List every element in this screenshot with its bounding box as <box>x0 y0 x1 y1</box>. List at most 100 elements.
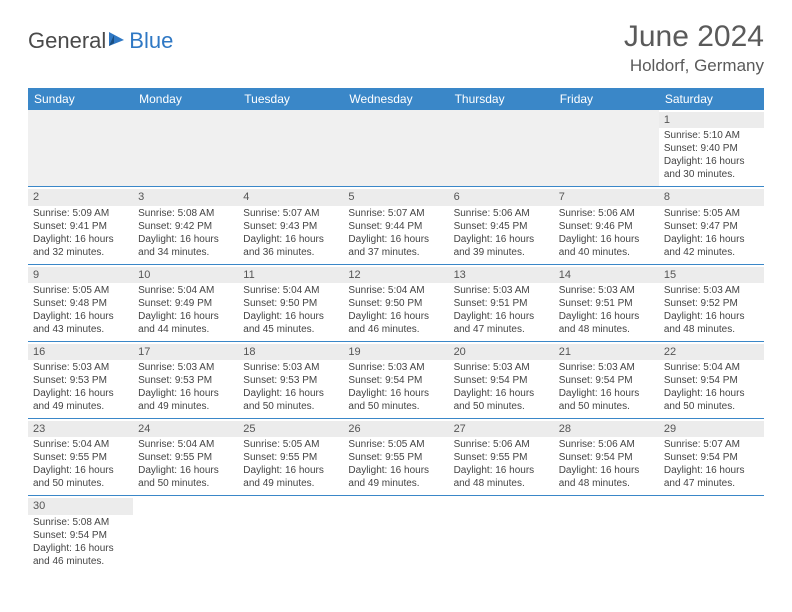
calendar-day-cell: 6Sunrise: 5:06 AMSunset: 9:45 PMDaylight… <box>449 187 554 264</box>
day-info-line: Daylight: 16 hours <box>138 387 233 400</box>
day-info-line: Sunset: 9:54 PM <box>559 374 654 387</box>
day-number: 10 <box>133 267 238 283</box>
brand-part1: General <box>28 28 106 54</box>
calendar-day-cell: 24Sunrise: 5:04 AMSunset: 9:55 PMDayligh… <box>133 419 238 496</box>
calendar-day-cell: 28Sunrise: 5:06 AMSunset: 9:54 PMDayligh… <box>554 419 659 496</box>
day-info-line: Daylight: 16 hours <box>348 387 443 400</box>
calendar-blank-cell <box>133 496 238 573</box>
calendar-blank-cell <box>449 110 554 187</box>
day-info-line: and 40 minutes. <box>559 246 654 259</box>
day-info-line: Daylight: 16 hours <box>243 310 338 323</box>
day-info-line: and 50 minutes. <box>243 400 338 413</box>
calendar-row: 30Sunrise: 5:08 AMSunset: 9:54 PMDayligh… <box>28 496 764 573</box>
day-info-line: and 34 minutes. <box>138 246 233 259</box>
day-info-line: Sunset: 9:45 PM <box>454 220 549 233</box>
calendar-day-cell: 20Sunrise: 5:03 AMSunset: 9:54 PMDayligh… <box>449 341 554 418</box>
day-info-line: and 50 minutes. <box>33 477 128 490</box>
day-info-line: Daylight: 16 hours <box>559 387 654 400</box>
day-info-line: Sunrise: 5:03 AM <box>243 361 338 374</box>
day-number: 8 <box>659 189 764 205</box>
day-number: 24 <box>133 421 238 437</box>
day-info-line: and 30 minutes. <box>664 168 759 181</box>
weekday-header: Thursday <box>449 88 554 110</box>
day-info-line: Daylight: 16 hours <box>138 310 233 323</box>
day-info-line: Sunset: 9:54 PM <box>664 451 759 464</box>
day-info-line: Sunrise: 5:03 AM <box>138 361 233 374</box>
calendar-day-cell: 29Sunrise: 5:07 AMSunset: 9:54 PMDayligh… <box>659 419 764 496</box>
day-info-line: Daylight: 16 hours <box>33 542 128 555</box>
weekday-header: Wednesday <box>343 88 448 110</box>
day-info-line: Daylight: 16 hours <box>559 233 654 246</box>
calendar-day-cell: 22Sunrise: 5:04 AMSunset: 9:54 PMDayligh… <box>659 341 764 418</box>
calendar-table: SundayMondayTuesdayWednesdayThursdayFrid… <box>28 88 764 573</box>
calendar-day-cell: 8Sunrise: 5:05 AMSunset: 9:47 PMDaylight… <box>659 187 764 264</box>
day-info-line: and 48 minutes. <box>559 323 654 336</box>
day-info-line: Sunset: 9:43 PM <box>243 220 338 233</box>
day-info-line: Daylight: 16 hours <box>33 464 128 477</box>
day-info-line: Sunrise: 5:06 AM <box>559 207 654 220</box>
day-number: 12 <box>343 267 448 283</box>
day-info-line: Sunrise: 5:09 AM <box>33 207 128 220</box>
day-number: 20 <box>449 344 554 360</box>
day-info-line: Sunrise: 5:04 AM <box>348 284 443 297</box>
calendar-day-cell: 2Sunrise: 5:09 AMSunset: 9:41 PMDaylight… <box>28 187 133 264</box>
calendar-day-cell: 26Sunrise: 5:05 AMSunset: 9:55 PMDayligh… <box>343 419 448 496</box>
day-info-line: Sunrise: 5:06 AM <box>454 438 549 451</box>
day-info-line: Daylight: 16 hours <box>33 233 128 246</box>
day-info-line: Sunrise: 5:06 AM <box>559 438 654 451</box>
day-info-line: Sunrise: 5:05 AM <box>33 284 128 297</box>
day-info-line: Sunset: 9:44 PM <box>348 220 443 233</box>
day-info-line: Sunrise: 5:08 AM <box>138 207 233 220</box>
day-info-line: Daylight: 16 hours <box>348 310 443 323</box>
day-info-line: Sunrise: 5:03 AM <box>348 361 443 374</box>
calendar-day-cell: 25Sunrise: 5:05 AMSunset: 9:55 PMDayligh… <box>238 419 343 496</box>
day-info-line: Sunrise: 5:03 AM <box>664 284 759 297</box>
day-info-line: Sunrise: 5:05 AM <box>243 438 338 451</box>
day-info-line: Daylight: 16 hours <box>664 310 759 323</box>
day-info-line: Daylight: 16 hours <box>664 464 759 477</box>
day-info-line: Daylight: 16 hours <box>664 387 759 400</box>
day-number: 14 <box>554 267 659 283</box>
month-title: June 2024 <box>624 20 764 54</box>
day-info-line: Sunset: 9:54 PM <box>348 374 443 387</box>
day-info-line: Daylight: 16 hours <box>348 464 443 477</box>
day-info-line: Sunset: 9:50 PM <box>243 297 338 310</box>
day-info-line: Sunset: 9:46 PM <box>559 220 654 233</box>
day-info-line: Sunrise: 5:04 AM <box>664 361 759 374</box>
day-info-line: Sunrise: 5:07 AM <box>348 207 443 220</box>
calendar-blank-cell <box>659 496 764 573</box>
day-info-line: Sunset: 9:54 PM <box>559 451 654 464</box>
day-info-line: Daylight: 16 hours <box>454 387 549 400</box>
day-info-line: Sunrise: 5:07 AM <box>664 438 759 451</box>
day-info-line: and 50 minutes. <box>559 400 654 413</box>
day-info-line: Sunset: 9:55 PM <box>243 451 338 464</box>
day-info-line: Daylight: 16 hours <box>454 464 549 477</box>
day-info-line: and 48 minutes. <box>664 323 759 336</box>
calendar-blank-cell <box>28 110 133 187</box>
day-info-line: and 32 minutes. <box>33 246 128 259</box>
calendar-day-cell: 9Sunrise: 5:05 AMSunset: 9:48 PMDaylight… <box>28 264 133 341</box>
day-number: 11 <box>238 267 343 283</box>
day-info-line: Daylight: 16 hours <box>243 233 338 246</box>
day-info-line: Sunset: 9:47 PM <box>664 220 759 233</box>
calendar-blank-cell <box>343 110 448 187</box>
day-info-line: Sunrise: 5:05 AM <box>348 438 443 451</box>
day-info-line: and 50 minutes. <box>664 400 759 413</box>
day-info-line: and 47 minutes. <box>664 477 759 490</box>
calendar-blank-cell <box>449 496 554 573</box>
calendar-day-cell: 1Sunrise: 5:10 AMSunset: 9:40 PMDaylight… <box>659 110 764 187</box>
calendar-day-cell: 18Sunrise: 5:03 AMSunset: 9:53 PMDayligh… <box>238 341 343 418</box>
day-info-line: Sunrise: 5:06 AM <box>454 207 549 220</box>
calendar-day-cell: 5Sunrise: 5:07 AMSunset: 9:44 PMDaylight… <box>343 187 448 264</box>
day-info-line: Sunset: 9:51 PM <box>559 297 654 310</box>
day-info-line: Sunrise: 5:03 AM <box>454 361 549 374</box>
day-info-line: Sunrise: 5:03 AM <box>33 361 128 374</box>
day-number: 27 <box>449 421 554 437</box>
day-info-line: Sunset: 9:53 PM <box>138 374 233 387</box>
day-number: 28 <box>554 421 659 437</box>
day-info-line: Sunset: 9:42 PM <box>138 220 233 233</box>
day-info-line: Sunrise: 5:03 AM <box>454 284 549 297</box>
calendar-row: 1Sunrise: 5:10 AMSunset: 9:40 PMDaylight… <box>28 110 764 187</box>
day-info-line: Daylight: 16 hours <box>559 310 654 323</box>
weekday-header-row: SundayMondayTuesdayWednesdayThursdayFrid… <box>28 88 764 110</box>
